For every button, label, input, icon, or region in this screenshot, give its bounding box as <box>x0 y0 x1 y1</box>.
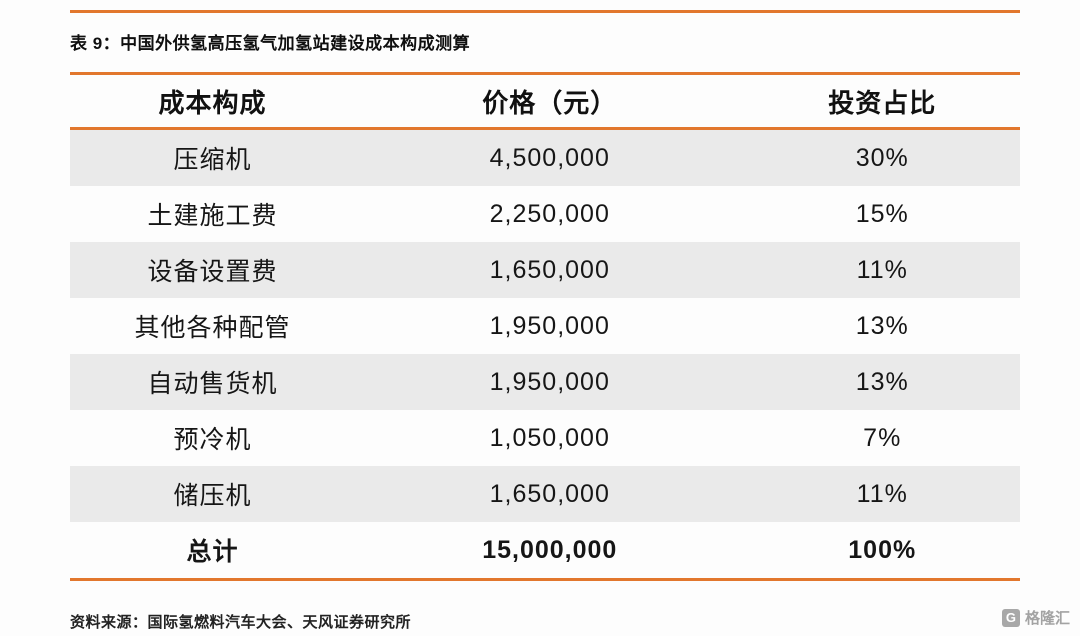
table-row: 自动售货机 1,950,000 13% <box>70 354 1020 410</box>
cell-price: 1,050,000 <box>489 423 610 452</box>
cell-price: 4,500,000 <box>489 143 610 172</box>
cell-price: 1,950,000 <box>489 311 610 340</box>
header-row: 成本构成 价格（元） 投资占比 <box>70 72 1020 130</box>
table-row: 压缩机 4,500,000 30% <box>70 128 1020 186</box>
gelonghui-logo-text: 格隆汇 <box>1024 610 1070 627</box>
cell-item: 自动售货机 <box>147 370 278 398</box>
cell-item: 预冷机 <box>173 426 252 454</box>
gelonghui-watermark: G 格隆汇 <box>1001 607 1070 628</box>
cell-share: 30% <box>855 143 909 172</box>
cell-share: 11% <box>856 255 908 284</box>
cell-price: 1,950,000 <box>489 367 610 396</box>
cost-table: 成本构成 价格（元） 投资占比 压缩机 4,500,000 30% 土建施工费 … <box>70 72 1020 581</box>
table-row: 预冷机 1,050,000 7% <box>70 410 1020 466</box>
table-row: 储压机 1,650,000 11% <box>70 466 1020 522</box>
cell-item: 储压机 <box>173 482 252 510</box>
source-note: 资料来源：国际氢燃料汽车大会、天风证券研究所 <box>70 614 412 631</box>
cell-price: 1,650,000 <box>489 255 610 284</box>
col-header-price: 价格（元） <box>355 72 745 130</box>
table-row: 其他各种配管 1,950,000 13% <box>70 298 1020 354</box>
figure-container: 表 9：中国外供氢高压氢气加氢站建设成本构成测算 成本构成 价格（元） 投资占比… <box>70 10 1020 632</box>
col-header-share: 投资占比 <box>744 72 1020 130</box>
total-row: 总计 15,000,000 100% <box>70 522 1020 581</box>
cell-price-total: 15,000,000 <box>355 522 745 581</box>
cell-item-total: 总计 <box>70 522 355 581</box>
cell-share: 11% <box>856 479 908 508</box>
cell-price: 2,250,000 <box>489 199 610 228</box>
cell-item: 其他各种配管 <box>134 314 291 342</box>
table-row: 设备设置费 1,650,000 11% <box>70 242 1020 298</box>
cell-price: 1,650,000 <box>489 479 610 508</box>
cell-share: 13% <box>855 311 909 340</box>
col-header-item: 成本构成 <box>70 72 355 130</box>
gelonghui-logo-icon: G <box>1001 608 1020 627</box>
cell-share: 15% <box>855 199 909 228</box>
cell-item: 土建施工费 <box>147 202 278 230</box>
cell-share: 7% <box>863 423 902 452</box>
top-accent-rule <box>70 10 1020 13</box>
cell-share-total: 100% <box>744 522 1020 581</box>
cell-item: 设备设置费 <box>147 258 278 286</box>
table-title: 表 9：中国外供氢高压氢气加氢站建设成本构成测算 <box>70 34 471 53</box>
cell-share: 13% <box>855 367 909 396</box>
cell-item: 压缩机 <box>173 146 252 174</box>
table-row: 土建施工费 2,250,000 15% <box>70 186 1020 242</box>
